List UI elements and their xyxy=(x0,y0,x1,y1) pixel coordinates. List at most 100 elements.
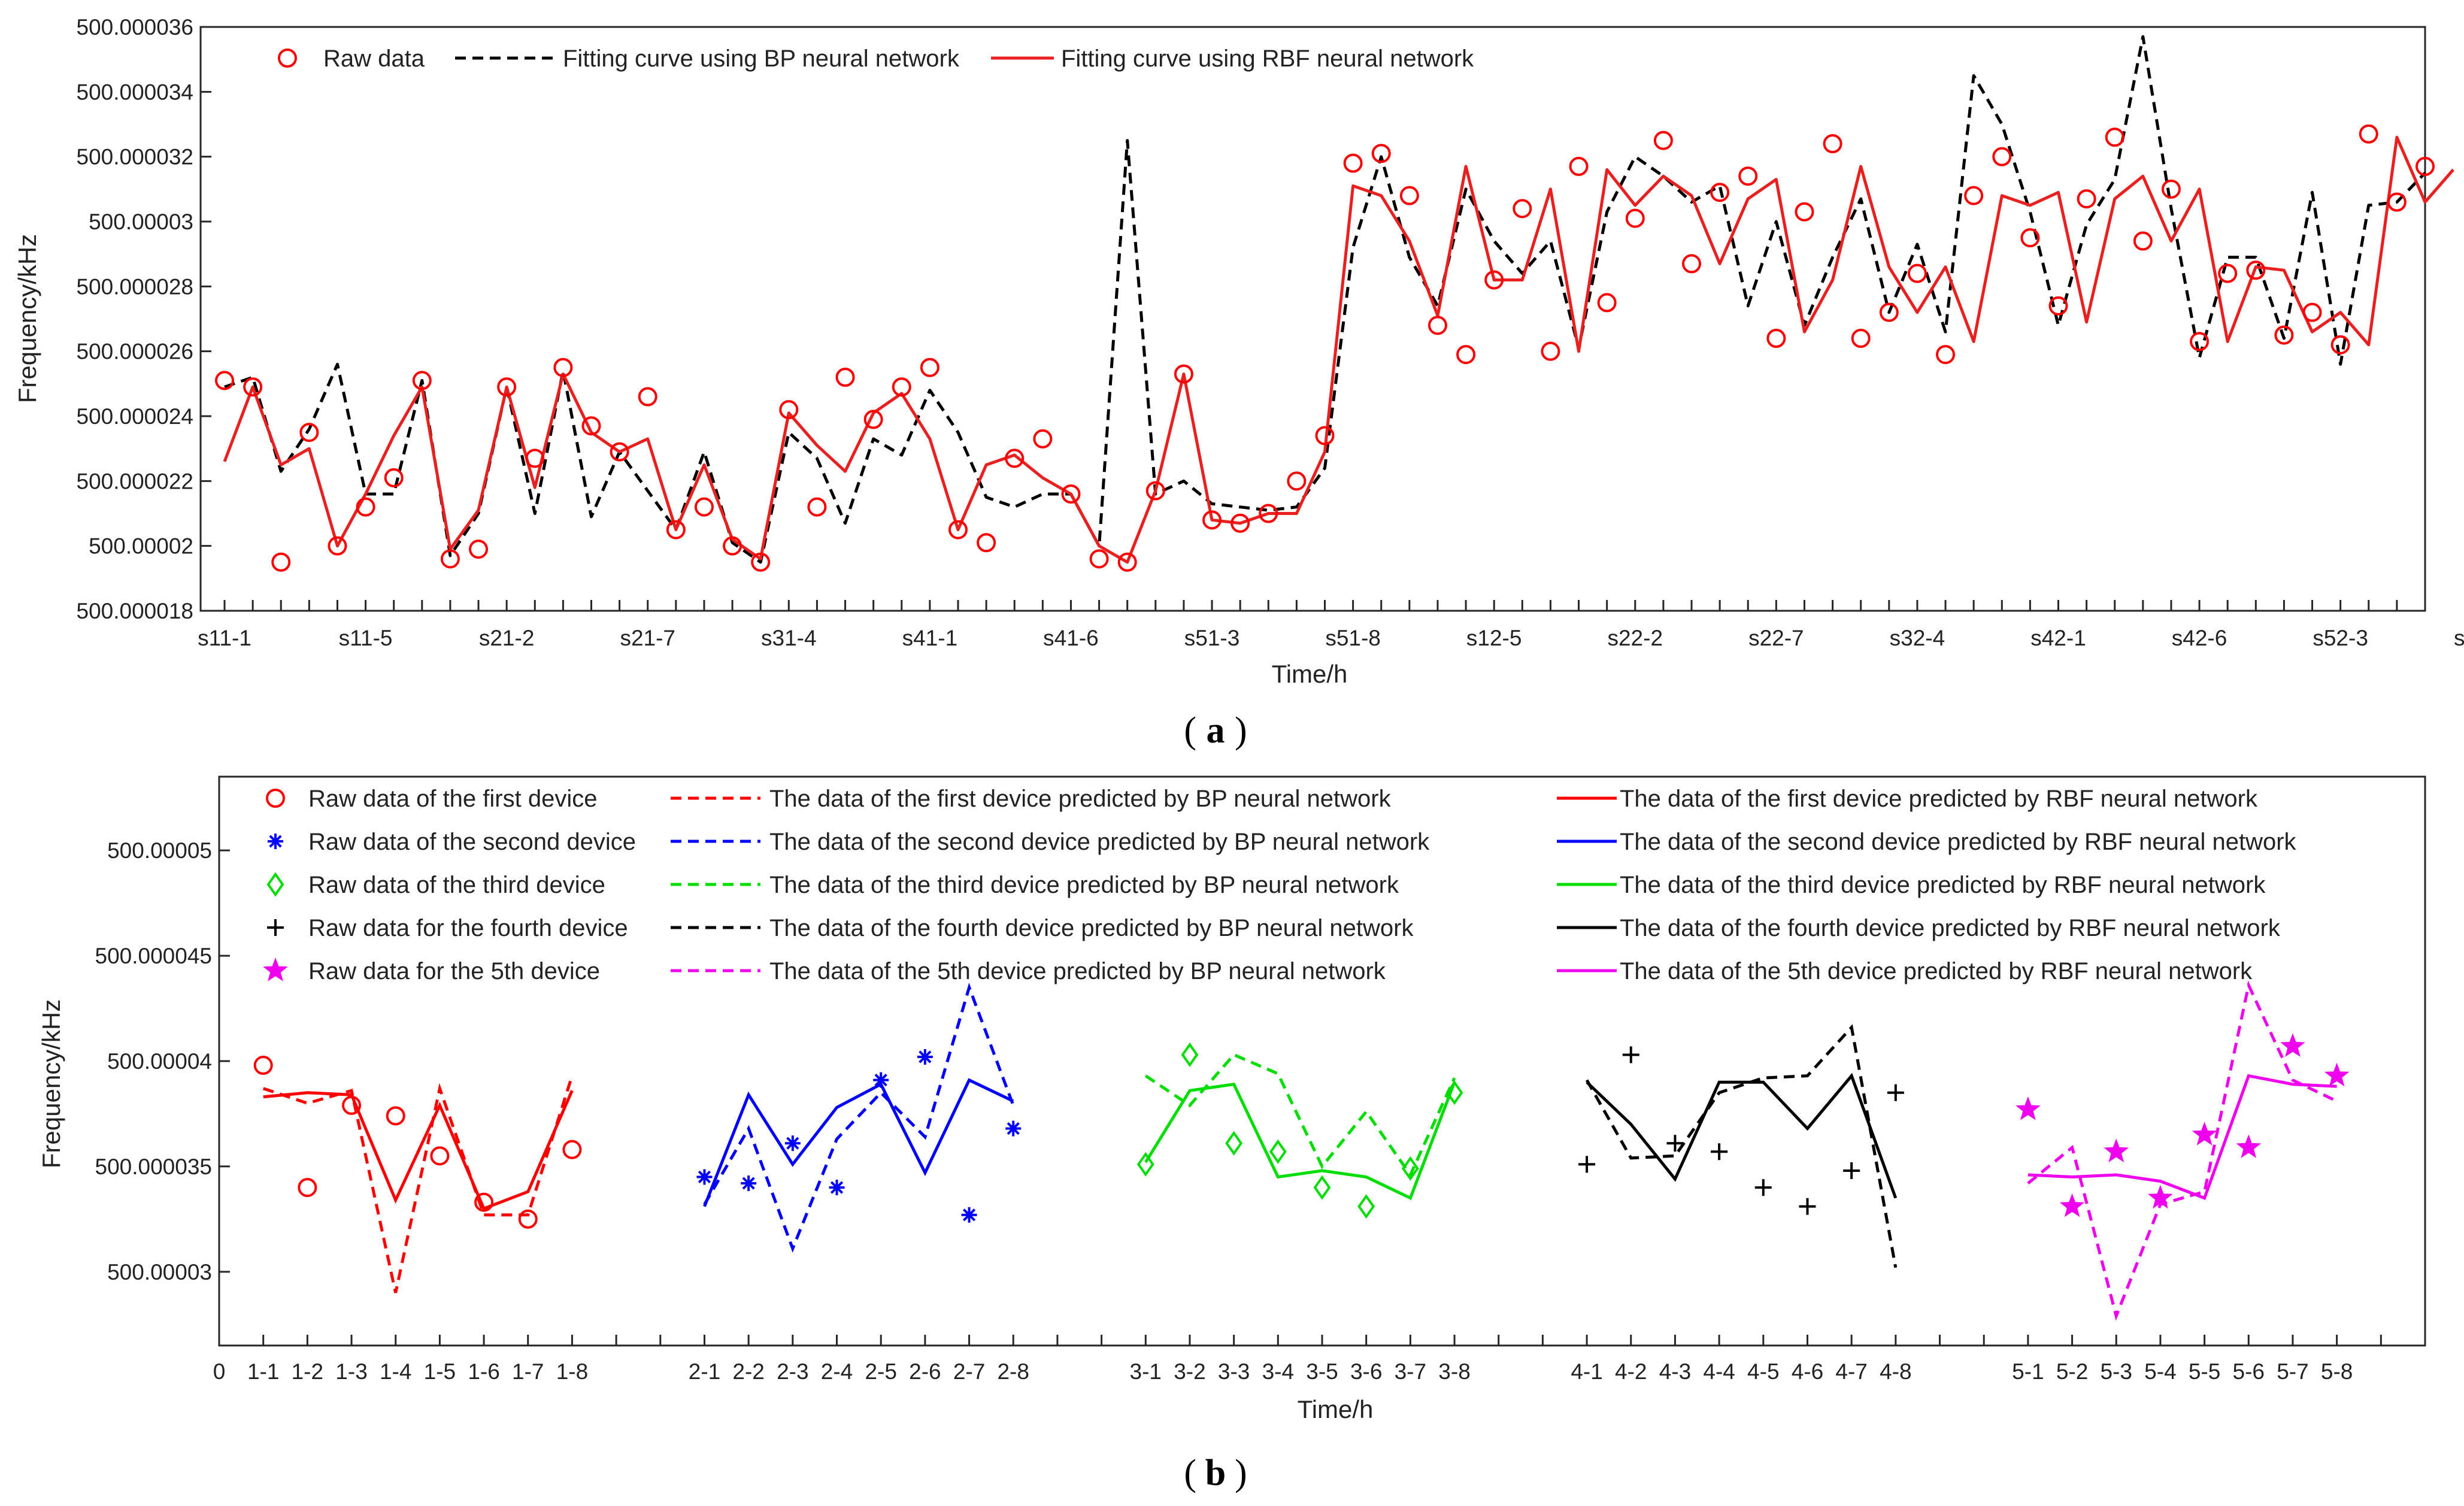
device-3-raw-point xyxy=(1445,1080,1463,1105)
raw-data-point xyxy=(807,497,827,517)
rbf-fitting-curve xyxy=(223,135,2454,564)
legend-device-3-raw-marker xyxy=(266,872,284,897)
panel-b-y-axis-label: Frequency/kHz xyxy=(37,999,65,1168)
panel-b-x-tick-label: 4-1 xyxy=(1571,1359,1602,1384)
raw-data-point xyxy=(1879,302,1899,322)
device-1-raw-point xyxy=(342,1095,362,1115)
panel-b-caption-letter: b xyxy=(1205,1453,1226,1493)
panel-b-x-tick-label: 1-1 xyxy=(247,1359,279,1384)
device-1-raw-point xyxy=(518,1209,538,1229)
panel-a-x-tick-label: s42-1 xyxy=(2030,626,2086,650)
device-1-raw-point xyxy=(474,1192,494,1212)
panel-b-x-tick-label: 4-5 xyxy=(1747,1359,1779,1384)
panel-b-y-tick-label: 500.00003 xyxy=(107,1260,212,1284)
device-2-raw-point xyxy=(961,1207,977,1223)
panel-a-y-ticks: 500.000018 500.00002 500.000022 500.000024 5… xyxy=(77,15,211,623)
raw-data-point xyxy=(1033,429,1053,449)
device-4-raw-point xyxy=(1711,1143,1728,1160)
raw-data-point xyxy=(1823,134,1842,153)
raw-data-point xyxy=(2077,189,2096,209)
raw-data-point xyxy=(1710,183,1730,202)
raw-data-point xyxy=(2330,335,2350,354)
device-3-raw-point xyxy=(1269,1139,1287,1164)
panel-a-x-ticks: s11-1 s11-5 s21-2 s21-7 s31-4 s41-1 s41-6 s51-3… xyxy=(198,600,2464,650)
device-4-raw-point xyxy=(1754,1179,1772,1196)
svg-text:): ) xyxy=(1235,1453,1247,1493)
raw-data-point xyxy=(751,552,771,572)
legend-device-3-raw-label: Raw data of the third device xyxy=(308,872,605,898)
raw-data-point xyxy=(1005,449,1025,468)
raw-data-point xyxy=(1851,329,1871,348)
panel-b-x-tick-label: 2-1 xyxy=(689,1359,720,1384)
raw-data-point xyxy=(1089,549,1109,569)
raw-data-point xyxy=(1315,426,1335,446)
raw-data-point xyxy=(2359,124,2378,144)
device-2-raw-point xyxy=(741,1175,757,1192)
panel-b-x-tick-label: 2-5 xyxy=(865,1359,896,1384)
raw-data-point xyxy=(2020,228,2040,248)
raw-data-point xyxy=(1117,552,1137,572)
panel-a-x-tick-label: s41-6 xyxy=(1043,626,1099,650)
device-2-raw-point xyxy=(1005,1120,1022,1137)
panel-b-x-tick-label: 2-4 xyxy=(821,1359,853,1384)
raw-data-point xyxy=(356,497,375,517)
panel-b-x-tick-label: 4-2 xyxy=(1615,1359,1647,1384)
raw-data-point xyxy=(1682,254,1701,274)
device-1-raw-point xyxy=(386,1106,405,1126)
device-3-raw-point xyxy=(1181,1042,1199,1067)
device-5-raw-point xyxy=(2148,1184,2173,1209)
panel-b-x-tick-label: 5-4 xyxy=(2144,1359,2176,1384)
panel-b-x-tick-label: 1-5 xyxy=(424,1359,456,1384)
device-1-raw-point xyxy=(298,1178,317,1198)
raw-data-point xyxy=(497,377,517,397)
device-5-raw-point xyxy=(2192,1122,2217,1146)
panel-a-y-tick-label: 500.000026 xyxy=(77,340,193,364)
raw-data-point xyxy=(2105,128,2124,147)
panel-a-y-tick-label: 500.000036 xyxy=(77,15,193,40)
raw-data-point xyxy=(977,533,996,553)
raw-data-point xyxy=(2274,325,2294,345)
panel-a-y-tick-label: 500.000024 xyxy=(77,404,193,429)
raw-data-point xyxy=(2218,263,2238,283)
raw-data-point xyxy=(1513,199,1532,219)
device-5-raw-point xyxy=(2280,1033,2305,1057)
raw-data-point xyxy=(723,536,742,556)
panel-b-x-tick-label: 1-4 xyxy=(380,1359,411,1384)
raw-data-point xyxy=(610,442,629,462)
raw-data-point xyxy=(2161,179,2181,199)
panel-a-x-tick-label: s11-5 xyxy=(339,626,393,650)
panel-b-x-tick-label: 4-3 xyxy=(1659,1359,1691,1384)
raw-data-point xyxy=(553,357,573,377)
device-4-raw-point xyxy=(1622,1046,1639,1063)
panel-b-series xyxy=(253,980,2350,1321)
panel-b-x-axis-label: Time/h xyxy=(1298,1395,1374,1423)
panel-b-y-tick-label: 500.00004 xyxy=(107,1049,212,1074)
panel-a-x-tick-label: s52-8 xyxy=(2454,626,2464,650)
panel-b-x-tick-label: 3-5 xyxy=(1306,1359,1338,1384)
panel-b-x-tick-label: 3-2 xyxy=(1174,1359,1205,1384)
raw-data-point xyxy=(1484,270,1504,290)
panel-b-x-tick-label: 4-6 xyxy=(1792,1359,1823,1384)
raw-data-point xyxy=(1145,481,1165,501)
panel-b-x-tick-label: 1-7 xyxy=(512,1359,544,1384)
legend-device-4-bp-label: The data of the fourth device predicted … xyxy=(769,915,1414,941)
device-4-raw-point xyxy=(1843,1162,1860,1179)
panel-a-y-tick-label: 500.000018 xyxy=(77,599,193,623)
panel-a-x-tick-label: s42-6 xyxy=(2172,626,2227,650)
panel-b-x-tick-label: 2-3 xyxy=(777,1359,808,1384)
device-2-raw-point xyxy=(784,1135,801,1152)
panel-b-x-tick-label: 2-8 xyxy=(997,1359,1029,1384)
device-3-raw-point xyxy=(1313,1175,1331,1200)
device-5-raw-point xyxy=(2324,1062,2350,1087)
raw-data-point xyxy=(1569,156,1589,176)
device-3-raw-point xyxy=(1225,1131,1243,1156)
device-4-bp-line xyxy=(1585,1024,1898,1268)
raw-data-point xyxy=(1399,186,1419,205)
panel-b-legend: Raw data of the first device The data of … xyxy=(263,786,2297,984)
device-5-raw-point xyxy=(2104,1138,2129,1163)
raw-data-point xyxy=(1907,263,1927,283)
raw-data-point xyxy=(1653,131,1673,150)
device-4-series xyxy=(1578,1024,1904,1268)
legend-device-3-bp-label: The data of the third device predicted b… xyxy=(769,872,1399,898)
panel-a-x-tick-label: s51-8 xyxy=(1325,626,1381,650)
